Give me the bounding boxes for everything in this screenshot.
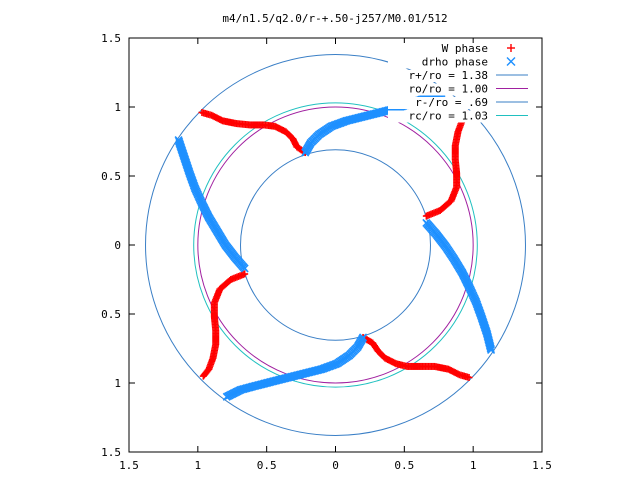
series-2-circle <box>145 54 526 436</box>
legend-bg <box>388 43 488 55</box>
axis-layer: 1.5 1 0.5 0 0.5 1 1.51.510.500.511.5 <box>101 32 552 472</box>
y-tick-label: 0.5 <box>101 308 121 321</box>
legend-bg <box>388 83 488 96</box>
series-layer <box>145 54 526 436</box>
series-1-curve-2-point <box>222 392 231 401</box>
legend-label: drho phase <box>422 56 488 69</box>
x-tick-label: 1.5 <box>532 459 552 472</box>
x-tick-label: 1 <box>470 459 477 472</box>
x-tick-label: 1 <box>195 459 202 472</box>
y-tick-label: 1 <box>114 101 121 114</box>
legend-bg <box>388 70 488 82</box>
y-tick-label: 1.5 <box>101 32 121 45</box>
series-1-curve-1-point <box>486 345 496 354</box>
y-tick-label: 0.5 <box>101 170 121 183</box>
legend-bg <box>388 97 488 109</box>
series-4-circle <box>240 149 431 341</box>
x-tick-label: 0.5 <box>257 459 277 472</box>
x-tick-label: 1.5 <box>119 459 139 472</box>
x-tick-label: 0.5 <box>394 459 414 472</box>
chart-title: m4/n1.5/q2.0/r-+.50-j257/M0.01/512 <box>222 12 447 25</box>
y-tick-label: 0 <box>114 239 121 252</box>
series-0-curve-3-point <box>199 372 207 380</box>
x-tick-label: 0 <box>332 459 339 472</box>
legend-label: ro/ro = 1.00 <box>409 83 488 96</box>
series-5-circle <box>193 102 478 388</box>
series-3-circle <box>197 106 474 384</box>
legend-label: r+/ro = 1.38 <box>409 69 488 82</box>
legend-bg <box>388 56 488 69</box>
legend-bg <box>388 110 488 123</box>
series-0-curve-3-point <box>200 371 208 379</box>
legend-label: r-/ro = .69 <box>415 96 488 109</box>
y-tick-label: 1 <box>114 377 121 390</box>
legend-label: W phase <box>442 42 488 55</box>
series-1-curve-3-point <box>174 136 183 145</box>
y-tick-label: 1.5 <box>101 446 121 459</box>
legend-marker <box>506 57 516 66</box>
legend-marker <box>507 44 515 52</box>
legend-label: rc/ro = 1.03 <box>409 110 488 123</box>
